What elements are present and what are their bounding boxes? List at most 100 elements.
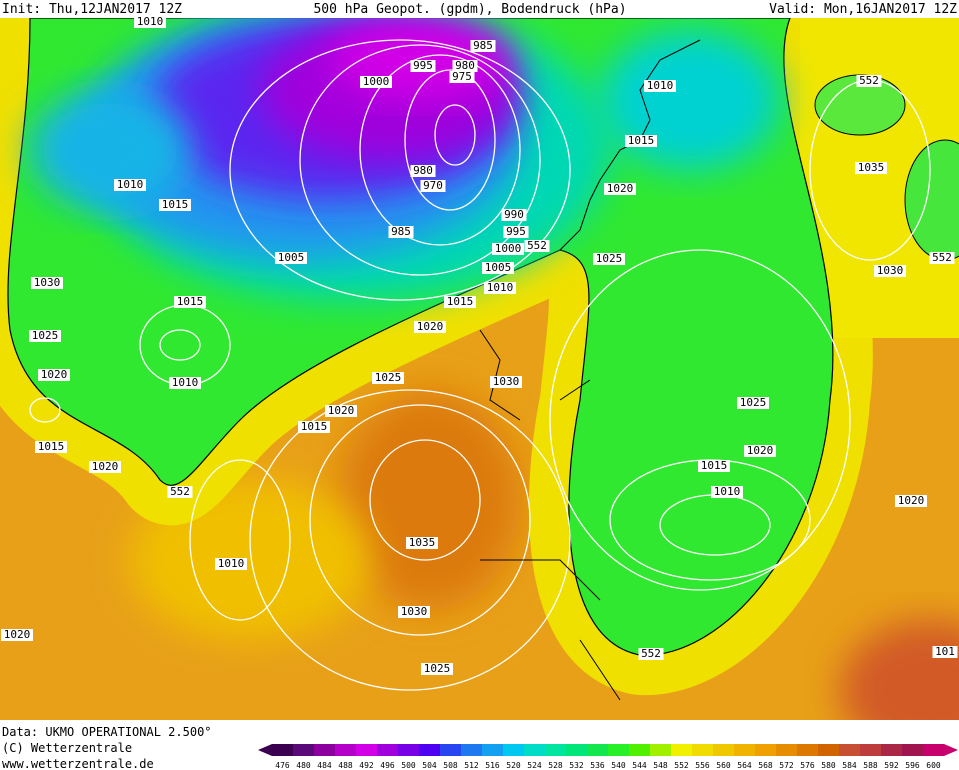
colorbar-swatch <box>881 744 903 756</box>
isobar-label: 1010 <box>218 557 245 570</box>
label-box <box>421 663 453 675</box>
colorbar-swatch <box>818 744 840 756</box>
colorbar-swatch <box>356 744 378 756</box>
label-box <box>482 262 514 274</box>
colorbar-swatch <box>524 744 546 756</box>
map-title: 500 hPa Geopot. (gpdm), Bodendruck (hPa) <box>313 2 626 17</box>
label-box <box>159 199 191 211</box>
isobar-label: 1035 <box>858 161 885 174</box>
label-box <box>524 240 550 252</box>
colorbar-label: 596 <box>905 761 920 770</box>
isobar-label: 1035 <box>409 536 436 549</box>
label-box <box>932 646 958 658</box>
label-box <box>410 60 436 72</box>
label-box <box>275 252 307 264</box>
label-box <box>737 397 769 409</box>
isobar-label: 1015 <box>162 198 189 211</box>
label-box <box>89 461 121 473</box>
label-box <box>744 445 776 457</box>
colorbar-label: 496 <box>380 761 395 770</box>
colorbar-left-arrow <box>258 744 272 756</box>
colorbar-swatch <box>461 744 483 756</box>
label-box <box>114 179 146 191</box>
isobar-label: 1025 <box>424 662 451 675</box>
colorbar-swatch <box>272 744 294 756</box>
label-box <box>372 372 404 384</box>
label-box <box>31 277 63 289</box>
isobar-label: 1010 <box>172 376 199 389</box>
colorbar-label: 568 <box>758 761 773 770</box>
label-box <box>410 165 436 177</box>
colorbar-swatch <box>608 744 630 756</box>
label-box <box>420 180 446 192</box>
label-box <box>490 376 522 388</box>
colorbar-label: 492 <box>359 761 374 770</box>
isobar-label: 1000 <box>495 242 522 255</box>
isobar-label: 1015 <box>38 440 65 453</box>
isobar-label: 1010 <box>117 178 144 191</box>
colorbar-label: 584 <box>842 761 857 770</box>
isobar-label: 1030 <box>877 264 904 277</box>
label-box <box>449 71 475 83</box>
isobar-label: 980 <box>455 59 475 72</box>
colorbar-swatch <box>902 744 924 756</box>
label-box <box>856 75 882 87</box>
label-box <box>35 441 67 453</box>
isobar-label: 990 <box>504 208 524 221</box>
colorbar-swatch <box>713 744 735 756</box>
colorbar-label: 548 <box>653 761 668 770</box>
colorbar-label: 580 <box>821 761 836 770</box>
isobar-label: 552 <box>170 485 190 498</box>
init-time: Init: Thu,12JAN2017 12Z <box>2 2 182 17</box>
colorbar-label: 508 <box>443 761 458 770</box>
label-box <box>895 495 927 507</box>
colorbar-label: 532 <box>569 761 584 770</box>
colorbar-label: 512 <box>464 761 479 770</box>
label-box <box>167 486 193 498</box>
colorbar-swatch <box>482 744 504 756</box>
isobar-label: 1010 <box>647 79 674 92</box>
url: www.wetterzentrale.de <box>2 757 154 770</box>
isobar-label: 552 <box>527 239 547 252</box>
colorbar-swatch <box>335 744 357 756</box>
label-box <box>855 162 887 174</box>
colorbar-label: 504 <box>422 761 437 770</box>
colorbar-label: 564 <box>737 761 752 770</box>
isobar-label: 1010 <box>714 485 741 498</box>
data-source: Data: UKMO OPERATIONAL 2.500° <box>2 725 212 739</box>
label-box <box>325 405 357 417</box>
copyright: (C) Wetterzentrale <box>2 741 132 755</box>
colorbar-label: 480 <box>296 761 311 770</box>
colorbar-label: 588 <box>863 761 878 770</box>
isobar-label: 1030 <box>401 605 428 618</box>
label-box <box>174 296 206 308</box>
isobar-label: 1015 <box>447 295 474 308</box>
colorbar-swatch <box>650 744 672 756</box>
label-box <box>215 558 247 570</box>
colorbar-label: 528 <box>548 761 563 770</box>
colorbar-label: 536 <box>590 761 605 770</box>
label-box <box>604 183 636 195</box>
label-box <box>929 252 955 264</box>
label-box <box>452 60 478 72</box>
colorbar-label: 520 <box>506 761 521 770</box>
colorbar-label: 516 <box>485 761 500 770</box>
isobar-label: 1025 <box>375 371 402 384</box>
label-box <box>134 16 166 28</box>
label-box <box>360 76 392 88</box>
isobar-label: 1000 <box>363 75 390 88</box>
colorbar-swatch <box>776 744 798 756</box>
colorbar-swatch <box>440 744 462 756</box>
colorbar-swatch <box>314 744 336 756</box>
label-box <box>444 296 476 308</box>
colorbar-label: 500 <box>401 761 416 770</box>
label-box <box>388 226 414 238</box>
isobar-label: 980 <box>413 164 433 177</box>
isobar-label: 1015 <box>701 459 728 472</box>
colorbar-label: 476 <box>275 761 290 770</box>
isobar-label: 985 <box>391 225 411 238</box>
colorbar-swatch <box>293 744 315 756</box>
label-box <box>698 460 730 472</box>
isobar-label: 1020 <box>41 368 68 381</box>
label-box <box>644 80 676 92</box>
